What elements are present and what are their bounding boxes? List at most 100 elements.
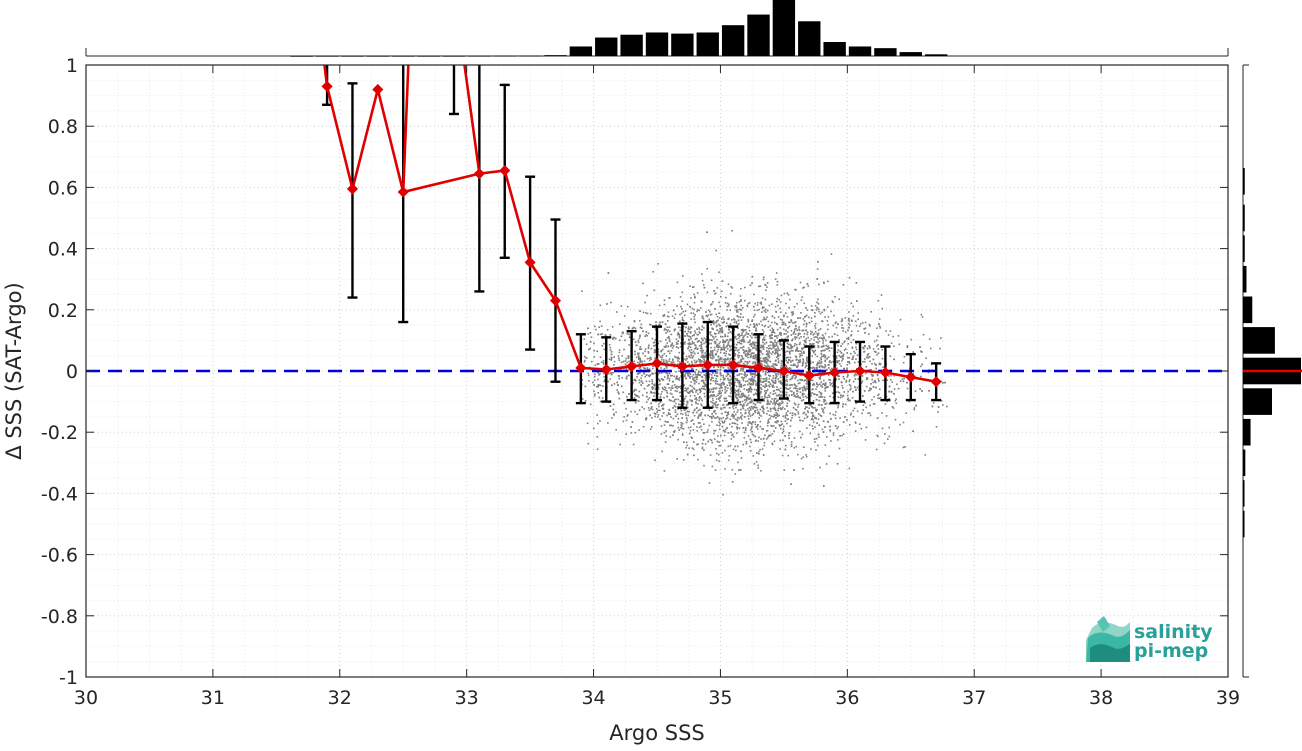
scatter-point [702,280,704,282]
scatter-point [738,380,740,382]
scatter-point [645,419,647,421]
scatter-point [712,301,714,303]
scatter-point [713,367,715,369]
scatter-point [938,406,940,408]
scatter-point [787,410,789,412]
scatter-point [739,418,741,420]
scatter-point [726,351,728,353]
scatter-point [807,388,809,390]
scatter-point [808,407,810,409]
scatter-point [806,334,808,336]
scatter-point [676,458,678,460]
scatter-point [824,400,826,402]
scatter-point [771,353,773,355]
scatter-point [855,430,857,432]
scatter-point [777,281,779,283]
scatter-point [594,356,596,358]
scatter-point [739,383,741,385]
scatter-point [664,389,666,391]
scatter-point [755,357,757,359]
scatter-point [803,361,805,363]
scatter-point [728,332,730,334]
scatter-point [888,375,890,377]
scatter-point [816,337,818,339]
scatter-point [750,373,752,375]
scatter-point [585,386,587,388]
scatter-point [791,444,793,446]
scatter-point [778,299,780,301]
scatter-point [748,354,750,356]
scatter-point [821,359,823,361]
scatter-point [729,423,731,425]
scatter-point [887,438,889,440]
scatter-point [720,369,722,371]
scatter-point [661,415,663,417]
scatter-point [746,398,748,400]
scatter-point [719,346,721,348]
scatter-point [862,361,864,363]
scatter-point [707,431,709,433]
scatter-point [812,392,814,394]
scatter-point [658,403,660,405]
scatter-point [743,335,745,337]
scatter-point [684,358,686,360]
scatter-point [869,324,871,326]
scatter-point [828,347,830,349]
scatter-point [707,415,709,417]
scatter-point [740,335,742,337]
scatter-point [755,426,757,428]
scatter-point [774,407,776,409]
scatter-point [907,347,909,349]
scatter-point [807,309,809,311]
scatter-point [720,372,722,374]
scatter-point [654,357,656,359]
scatter-point [673,361,675,363]
scatter-point [659,419,661,421]
scatter-point [682,317,684,319]
scatter-point [777,400,779,402]
scatter-point [764,398,766,400]
scatter-point [639,310,641,312]
scatter-point [719,384,721,386]
scatter-point [707,292,709,294]
scatter-point [930,348,932,350]
scatter-point [870,311,872,313]
scatter-point [789,344,791,346]
scatter-point [794,343,796,345]
scatter-point [737,424,739,426]
scatter-point [802,393,804,395]
scatter-point [637,362,639,364]
scatter-point [702,419,704,421]
scatter-point [719,341,721,343]
scatter-point [678,327,680,329]
scatter-point [874,363,876,365]
scatter-point [825,403,827,405]
scatter-point [760,362,762,364]
scatter-point [717,404,719,406]
scatter-point [766,379,768,381]
scatter-point [876,345,878,347]
scatter-point [795,325,797,327]
scatter-point [737,309,739,311]
scatter-point [763,277,765,279]
scatter-point [827,306,829,308]
scatter-point [820,357,822,359]
scatter-point [668,412,670,414]
scatter-point [650,313,652,315]
scatter-point [649,357,651,359]
scatter-point [774,390,776,392]
scatter-point [797,406,799,408]
scatter-point [724,420,726,422]
scatter-point [911,339,913,341]
scatter-point [811,321,813,323]
scatter-point [772,351,774,353]
scatter-point [865,439,867,441]
scatter-point [847,395,849,397]
scatter-point [716,346,718,348]
scatter-point [744,371,746,373]
scatter-point [646,295,648,297]
scatter-point [724,392,726,394]
scatter-point [853,339,855,341]
scatter-point [708,310,710,312]
scatter-point [677,360,679,362]
